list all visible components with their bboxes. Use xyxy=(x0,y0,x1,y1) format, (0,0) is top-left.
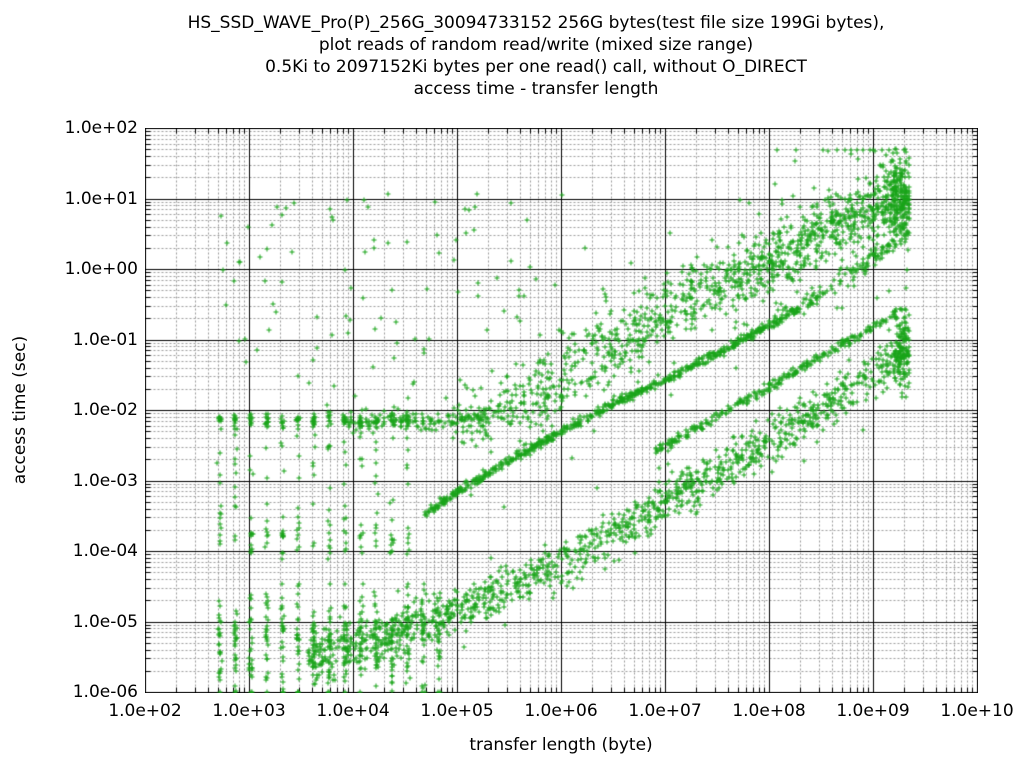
y-tick-label: 1.0e-06 xyxy=(72,682,138,702)
x-tick-label: 1.0e+08 xyxy=(732,701,806,721)
y-tick-label: 1.0e+00 xyxy=(64,259,138,279)
y-tick-label: 1.0e-02 xyxy=(72,400,138,420)
title-line-3: 0.5Ki to 2097152Ki bytes per one read() … xyxy=(265,57,807,77)
x-tick-label: 1.0e+03 xyxy=(212,701,286,721)
y-tick-label: 1.0e-05 xyxy=(72,611,138,632)
title-line-1: HS_SSD_WAVE_Pro(P)_256G_30094733152 256G… xyxy=(187,13,885,33)
scatter-plot-canvas xyxy=(145,128,978,693)
x-axis-title: transfer length (byte) xyxy=(469,735,653,755)
x-tick-label: 1.0e+07 xyxy=(628,701,702,721)
x-tick-label: 1.0e+06 xyxy=(524,701,598,721)
y-tick-label: 1.0e+02 xyxy=(64,118,138,138)
x-tick-label: 1.0e+09 xyxy=(836,701,910,721)
x-tick-label: 1.0e+05 xyxy=(420,701,494,721)
y-tick-label: 1.0e-04 xyxy=(72,541,138,561)
x-tick-label: 1.0e+10 xyxy=(940,701,1014,721)
y-tick-label: 1.0e-01 xyxy=(72,329,138,350)
chart-title-block: HS_SSD_WAVE_Pro(P)_256G_30094733152 256G… xyxy=(96,12,976,100)
x-tick-label: 1.0e+04 xyxy=(316,701,390,721)
title-line-4: access time - transfer length xyxy=(413,79,659,99)
x-tick-label: 1.0e+02 xyxy=(108,701,182,721)
y-tick-label: 1.0e-03 xyxy=(72,470,138,491)
title-line-2: plot reads of random read/write (mixed s… xyxy=(318,35,754,55)
y-tick-label: 1.0e+01 xyxy=(64,188,138,209)
